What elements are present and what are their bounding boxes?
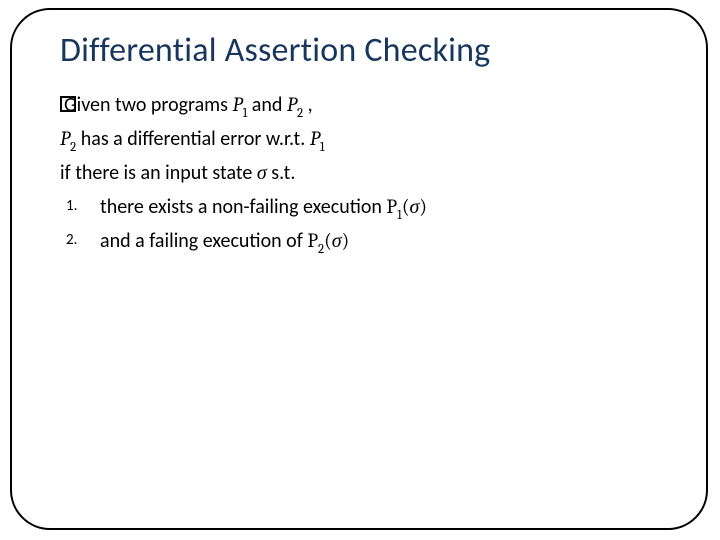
item1-P: P	[386, 195, 397, 218]
line3-pre: if there is an input state	[60, 161, 257, 185]
line1-p2-sub: 2	[297, 106, 303, 121]
list-text-1: there exists a non-failing execution P1(…	[100, 191, 680, 225]
line1-mid: and	[247, 93, 287, 117]
line2-p1: P	[310, 127, 320, 150]
list-number-1: 1.	[60, 191, 100, 225]
item1-close: )	[419, 195, 427, 218]
line2-p1-sub: 1	[320, 140, 325, 155]
line2-p2: P	[60, 127, 70, 150]
list-item-1: 1. there exists a non-failing execution …	[60, 191, 680, 225]
line2-p2-sub: 2	[70, 140, 76, 155]
item1-sigma: σ	[409, 195, 419, 218]
item1-pre: there exists a non-failing execution	[100, 195, 386, 219]
line-2: P2 has a differential error w.r.t. P1	[60, 123, 680, 157]
slide-content: Differential Assertion Checking Given tw…	[60, 30, 680, 260]
line2-mid: has a differential error w.r.t.	[76, 127, 310, 151]
line1-p2: P	[287, 93, 297, 116]
item2-pre: and a failing execution of	[100, 229, 307, 253]
list-item-2: 2. and a failing execution of P2(σ)	[60, 225, 680, 259]
slide-title: Differential Assertion Checking	[60, 30, 680, 71]
line3-sigma: σ	[257, 161, 267, 184]
line-1: Given two programs P1 and P2 ,	[64, 89, 313, 123]
bullet-line-1: Given two programs P1 and P2 ,	[60, 89, 680, 123]
line1-p1-sub: 1	[243, 106, 248, 121]
line1-p1: P	[233, 93, 243, 116]
item2-sigma: σ	[332, 229, 342, 252]
list-text-2: and a failing execution of P2(σ)	[100, 225, 680, 259]
line-3: if there is an input state σ s.t.	[60, 157, 680, 189]
item2-close: )	[342, 229, 350, 252]
line1-post: ,	[303, 93, 313, 117]
item2-sub: 2	[318, 242, 324, 257]
numbered-list: 1. there exists a non-failing execution …	[60, 191, 680, 259]
item1-sub: 1	[397, 208, 402, 223]
line1-pre: Given two programs	[64, 93, 233, 117]
item2-open: (	[324, 229, 332, 252]
item2-P: P	[307, 229, 318, 252]
line3-post: s.t.	[267, 161, 296, 185]
list-number-2: 2.	[60, 225, 100, 259]
